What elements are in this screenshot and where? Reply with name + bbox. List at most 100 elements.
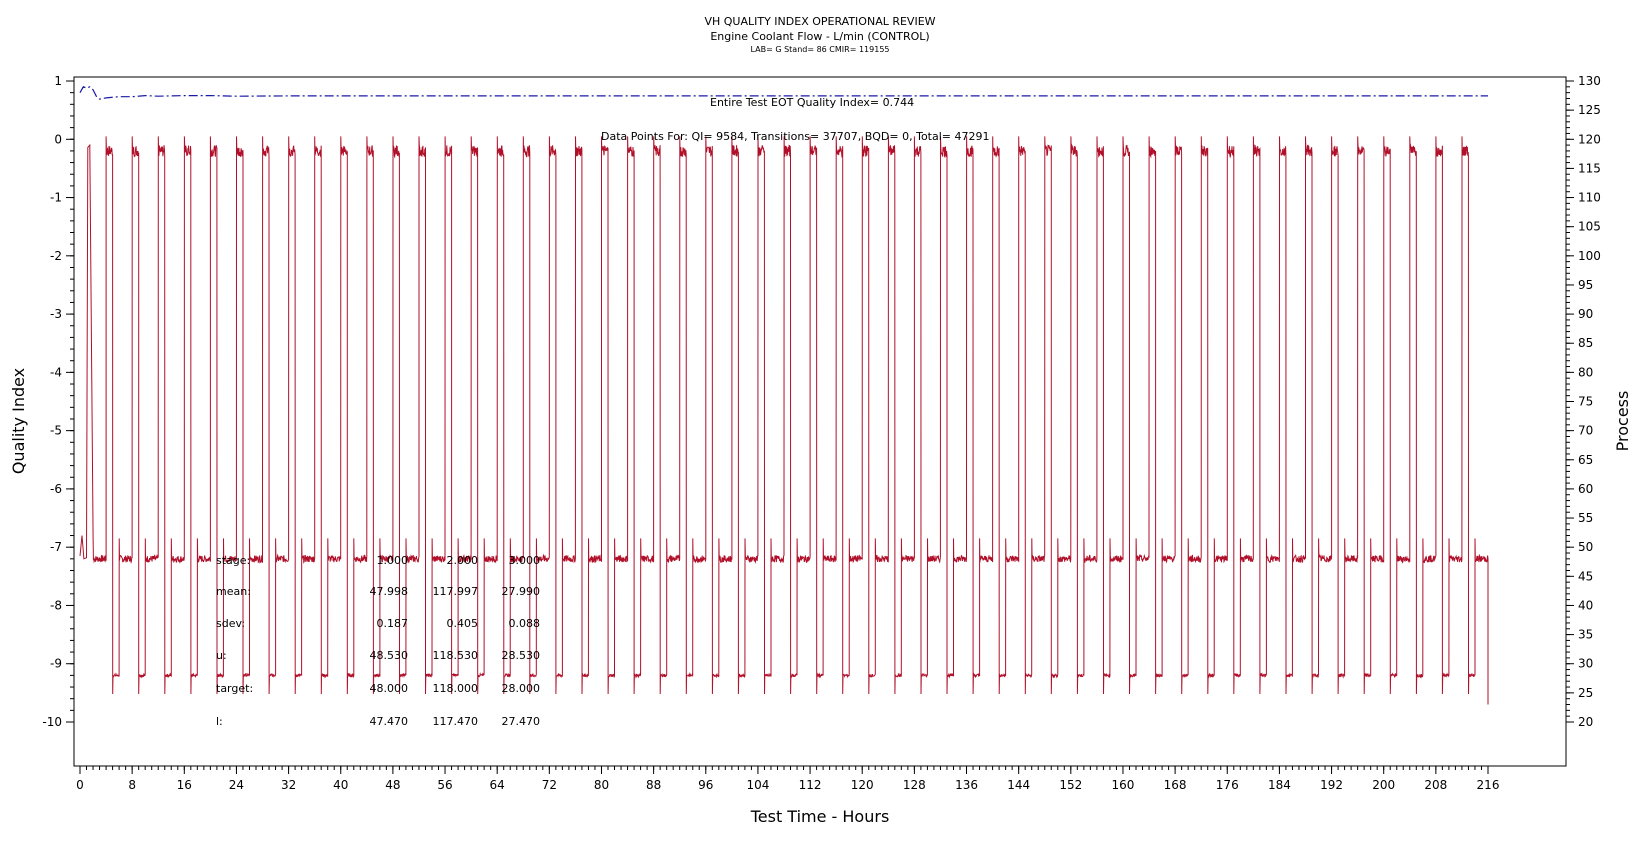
stats-row-label: target:	[216, 682, 253, 695]
right-axis-tick-label: 65	[1578, 453, 1593, 467]
x-axis-tick-label: 88	[646, 778, 661, 792]
x-axis-tick-label: 192	[1320, 778, 1343, 792]
stats-cell-value: 28.000	[502, 682, 541, 695]
x-axis-tick-label: 152	[1059, 778, 1082, 792]
x-axis-tick-label: 0	[76, 778, 84, 792]
x-axis-tick-label: 144	[1007, 778, 1030, 792]
right-axis-tick-label: 100	[1578, 249, 1601, 263]
right-axis-tick-label: 120	[1578, 132, 1601, 146]
stats-row-label: stage:	[216, 554, 250, 567]
left-axis-tick-label: -4	[50, 365, 62, 379]
chart-subtitle: Engine Coolant Flow - L/min (CONTROL)	[710, 30, 929, 43]
right-axis-tick-label: 130	[1578, 74, 1601, 88]
x-axis-tick-label: 208	[1424, 778, 1447, 792]
chart-title: VH QUALITY INDEX OPERATIONAL REVIEW	[704, 15, 935, 28]
stats-cell-value: 27.470	[502, 715, 541, 728]
right-axis-tick-label: 95	[1578, 278, 1593, 292]
stats-cell-value: 48.000	[370, 682, 409, 695]
right-axis-tick-label: 105	[1578, 220, 1601, 234]
stats-table: stage: 1.000 2.000 3.000 mean: 47.998 117.997 2…	[216, 554, 540, 728]
stats-cell-value: 27.990	[502, 585, 541, 598]
x-axis-tick-label: 104	[746, 778, 769, 792]
stats-cell-value: 117.997	[433, 585, 479, 598]
x-axis-tick-label: 72	[542, 778, 557, 792]
chart-info: LAB= G Stand= 86 CMIR= 119155	[750, 45, 889, 54]
stats-cell-value: 2.000	[447, 554, 479, 567]
right-axis-tick-label: 60	[1578, 482, 1593, 496]
x-axis-tick-label: 48	[385, 778, 400, 792]
right-axis-tick-label: 35	[1578, 628, 1593, 642]
stats-cell-value: 28.530	[502, 649, 541, 662]
y2-axis-label: Process	[1613, 391, 1632, 452]
stats-cell-value: 0.405	[447, 617, 479, 630]
stats-cell-value: 118.530	[433, 649, 479, 662]
right-axis-tick-label: 70	[1578, 424, 1593, 438]
stats-cell-value: 117.470	[433, 715, 479, 728]
left-axis-tick-label: -7	[50, 540, 62, 554]
x-axis-tick-label: 128	[903, 778, 926, 792]
left-y-axis: 1 0 -1 -2 -3 -4 -5 -6 -7 -8 -9 -10	[42, 74, 74, 729]
right-axis-tick-label: 40	[1578, 598, 1593, 612]
x-axis-tick-label: 56	[437, 778, 452, 792]
x-axis-tick-label: 8	[128, 778, 136, 792]
right-axis-tick-label: 45	[1578, 569, 1593, 583]
stats-row-label: mean:	[216, 585, 251, 598]
x-axis: 0 8 16 24 32 40 48 56 64 72 80 88 96 104 112 120 128 136 1…	[76, 766, 1499, 792]
eot-quality-index-note: Entire Test EOT Quality Index= 0.744	[710, 96, 914, 109]
left-axis-tick-label: -5	[50, 424, 62, 438]
x-axis-tick-label: 112	[799, 778, 822, 792]
data-points-note: Data Points For: QI= 9584, Transitions= …	[601, 130, 990, 143]
x-axis-tick-label: 64	[490, 778, 505, 792]
left-axis-tick-label: -2	[50, 249, 62, 263]
x-axis-tick-label: 96	[698, 778, 713, 792]
x-axis-tick-label: 184	[1268, 778, 1291, 792]
right-axis-tick-label: 80	[1578, 365, 1593, 379]
right-axis-tick-label: 90	[1578, 307, 1593, 321]
left-axis-tick-label: -10	[42, 715, 62, 729]
stats-cell-value: 48.530	[370, 649, 409, 662]
x-axis-tick-label: 16	[177, 778, 192, 792]
right-axis-tick-label: 75	[1578, 395, 1593, 409]
left-axis-tick-label: -3	[50, 307, 62, 321]
right-axis-tick-label: 115	[1578, 161, 1601, 175]
x-axis-tick-label: 168	[1164, 778, 1187, 792]
x-axis-tick-label: 80	[594, 778, 609, 792]
right-axis-tick-label: 125	[1578, 103, 1601, 117]
stats-cell-value: 1.000	[377, 554, 409, 567]
stats-cell-value: 0.187	[377, 617, 409, 630]
stats-cell-value: 118.000	[433, 682, 479, 695]
x-axis-tick-label: 24	[229, 778, 244, 792]
right-y-axis: 130 125 120 115 110 105 100 95 90 85 80 75 70 65 60 55 5…	[1566, 74, 1601, 729]
stats-cell-value: 0.088	[509, 617, 541, 630]
right-axis-tick-label: 85	[1578, 336, 1593, 350]
x-axis-tick-label: 136	[955, 778, 978, 792]
right-axis-tick-label: 55	[1578, 511, 1593, 525]
process-series-line	[79, 136, 1489, 705]
x-axis-tick-label: 40	[333, 778, 348, 792]
x-axis-tick-label: 120	[851, 778, 874, 792]
stats-cell-value: 3.000	[509, 554, 541, 567]
right-axis-tick-label: 30	[1578, 657, 1593, 671]
right-axis-tick-label: 110	[1578, 191, 1601, 205]
x-axis-tick-label: 32	[281, 778, 296, 792]
stats-cell-value: 47.470	[370, 715, 409, 728]
x-axis-tick-label: 176	[1216, 778, 1239, 792]
y-axis-label: Quality Index	[9, 368, 28, 474]
right-axis-tick-label: 20	[1578, 715, 1593, 729]
left-axis-tick-label: -8	[50, 598, 62, 612]
x-axis-label: Test Time - Hours	[750, 807, 890, 826]
left-axis-tick-label: -1	[50, 191, 62, 205]
stats-row-label: l:	[216, 715, 223, 728]
quality-index-series-line	[79, 86, 1488, 100]
left-axis-tick-label: 1	[54, 74, 62, 88]
right-axis-tick-label: 25	[1578, 686, 1593, 700]
stats-row-label: sdev:	[216, 617, 245, 630]
stats-row-label: u:	[216, 649, 227, 662]
left-axis-tick-label: -6	[50, 482, 62, 496]
stats-cell-value: 47.998	[370, 585, 409, 598]
plot-frame	[73, 76, 1567, 767]
x-axis-tick-label: 200	[1372, 778, 1395, 792]
left-axis-tick-label: 0	[54, 132, 62, 146]
x-axis-tick-label: 160	[1112, 778, 1135, 792]
